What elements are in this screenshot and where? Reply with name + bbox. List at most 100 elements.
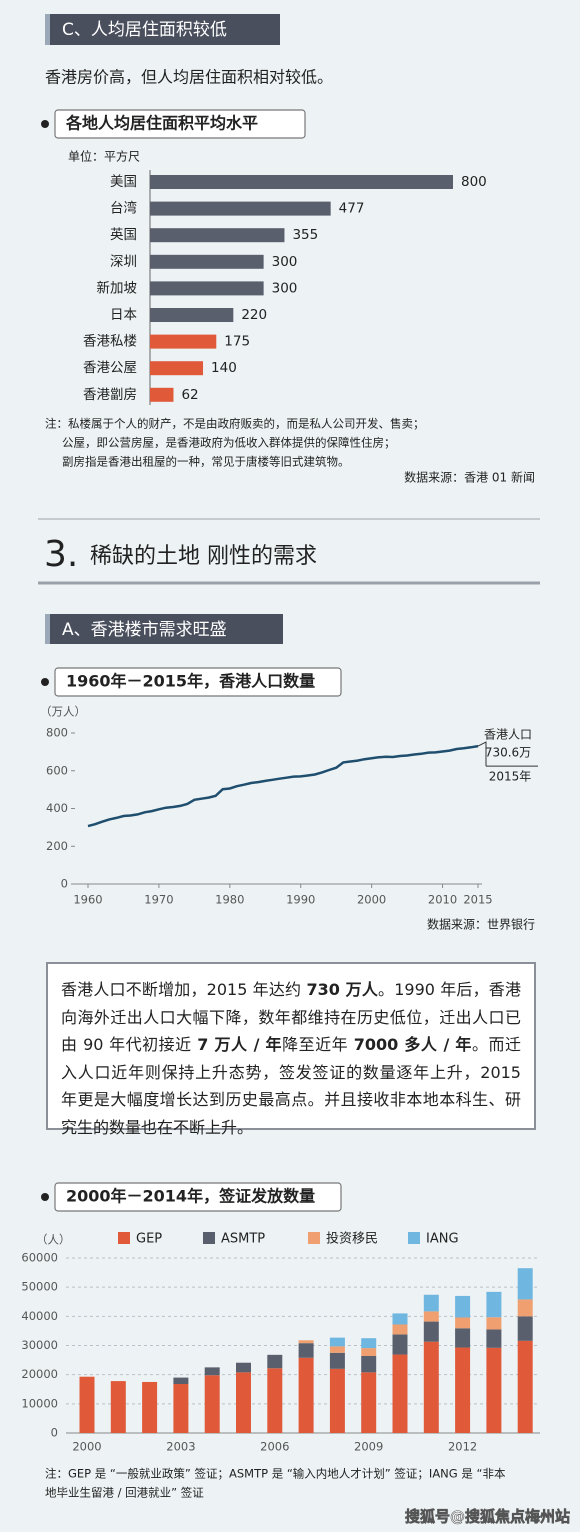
note: 公屋，即公营房屋，是香港政府为低收入群体提供的保障性住房； [62,436,396,450]
text-box: 香港人口不断增加，2015 年达约 730 万人。1990 年后，香港向海外迁出… [46,962,536,1137]
y-tick-label: 600 [46,763,68,777]
bar-segment [517,1299,533,1317]
bar-segment [392,1334,408,1355]
intro: 香港房价高，但人均居住面积相对较低。 [45,68,333,87]
bar-segment [486,1317,502,1330]
unit-label: 单位：平方尺 [68,149,140,164]
y-tick-label: 40000 [21,1309,58,1323]
x-tick-label: 1960 [73,893,102,907]
bar [150,281,264,296]
value-label: 355 [292,227,318,243]
category-label: 日本 [110,307,137,323]
text-segment: 。而迁入人口近年则保持上升态势，签发签证的数量逐年上升，2015 年更是大幅度增… [61,1035,521,1137]
bar-segment [486,1291,502,1318]
category-label: 香港劏房 [83,387,137,403]
y-tick-label: 10000 [21,1396,58,1410]
bullet [41,678,49,686]
x-tick-label: 2009 [354,1440,383,1454]
note: 注：GEP 是 “一般就业政策” 签证；ASMTP 是 “输入内地人才计划” 签… [45,1467,506,1481]
population-line [87,744,479,828]
bar-segment [236,1372,251,1433]
bar-segment [267,1368,283,1433]
text-segment: 7 万人 / 年 [197,1035,283,1054]
x-tick-label: 2003 [166,1440,195,1454]
title-box [54,667,342,697]
legend-swatch [308,1232,320,1244]
bar-segment [79,1376,95,1433]
bar-segment [392,1313,408,1325]
annotation: 730.6万 [485,746,531,760]
bar-segment [204,1367,220,1376]
annotation: 2015年 [489,770,532,784]
value-label: 300 [272,280,298,296]
banner-accent [45,14,50,45]
annotation: 香港人口 [484,728,532,742]
bullet [41,120,49,128]
bar-segment [110,1381,126,1433]
bar-segment [423,1311,439,1322]
title-box [54,1182,342,1212]
x-tick-label: 2015 [463,893,492,907]
chart-title: 2000年－2014年，签证发放数量 [66,1187,315,1206]
legend-swatch [118,1232,130,1244]
section-number: 3. [44,534,78,575]
bar-segment [142,1381,158,1433]
category-label: 香港私楼 [83,334,137,350]
x-tick-label: 2000 [357,893,386,907]
bar-segment [455,1295,471,1318]
bar-segment [173,1377,189,1384]
banner: A、香港楼市需求旺盛 [62,620,227,640]
title-box [54,109,306,139]
bar-segment [329,1352,345,1369]
bar-segment [329,1368,345,1433]
category-label: 美国 [110,174,137,190]
text-segment: 730 万人 [306,980,379,999]
bar-segment [392,1324,408,1335]
bar-segment [423,1341,439,1433]
bar-segment [361,1356,377,1373]
category-label: 台湾 [110,200,137,217]
y-tick-label: 30000 [21,1338,58,1352]
bar-segment [486,1329,502,1348]
note: 地毕业生留港 / 回港就业” 签证 [45,1486,204,1500]
x-tick-label: 2010 [428,893,457,907]
source: 数据来源：世界银行 [427,917,535,932]
legend-swatch [408,1232,420,1244]
text-segment: 7000 多人 / 年 [353,1035,472,1054]
bar-segment [298,1357,314,1433]
bar [150,308,234,322]
bar-segment [267,1354,283,1369]
bar [150,387,174,402]
legend-swatch [203,1232,215,1244]
bar-segment [236,1362,251,1373]
y-tick-label: 60000 [21,1251,58,1265]
leader-line [477,741,538,767]
banner-bg [45,14,280,45]
bar-segment [173,1384,189,1433]
bar-segment [298,1343,314,1358]
text-segment: 降至近年 [282,1035,354,1054]
legend-label: ASMTP [221,1232,265,1247]
y-tick-label: 20000 [21,1367,58,1381]
bar [150,361,204,376]
x-tick-label: 1980 [215,893,244,907]
bar-segment [455,1347,471,1433]
bar [150,334,217,349]
y-tick-label: 400 [46,801,68,815]
bar-segment [361,1348,377,1356]
category-label: 深圳 [110,254,137,270]
bar-segment [204,1375,220,1433]
bar-segment [423,1294,439,1312]
category-label: 新加坡 [97,280,138,296]
banner: C、人均居住面积较低 [62,20,227,40]
value-label: 220 [241,307,267,323]
note: 注：私楼属于个人的财产，不是由政府贩卖的，而是私人公司开发、售卖； [45,417,425,431]
y-tick-label: 50000 [21,1280,58,1294]
bar-segment [392,1354,408,1433]
source: 数据来源：香港 01 新闻 [404,470,535,485]
y-tick-label: 800 [46,726,68,740]
bar-segment [361,1338,377,1349]
bar-segment [517,1340,533,1433]
x-tick-label: 1990 [286,893,315,907]
